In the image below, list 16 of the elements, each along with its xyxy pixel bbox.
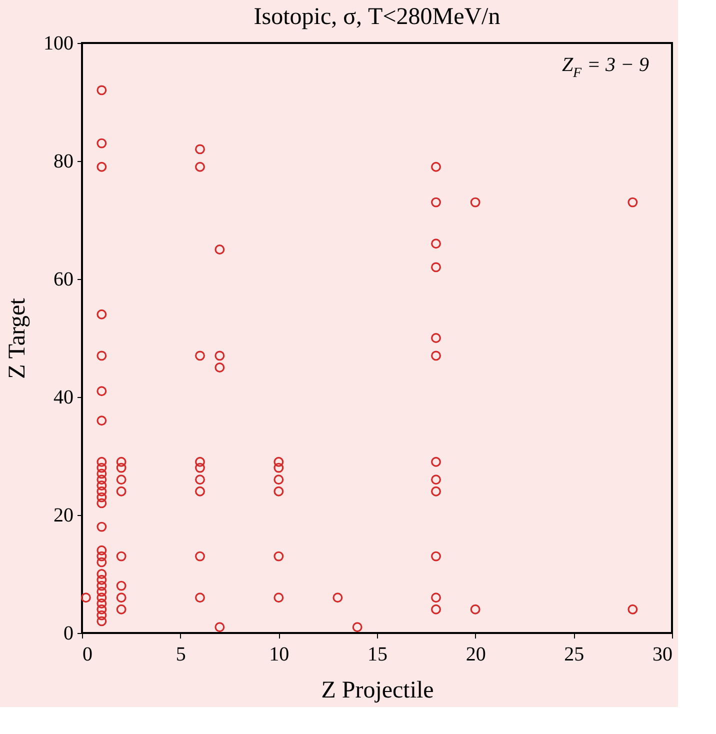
x-tick-label: 10 [269, 644, 290, 666]
x-tick-label: 5 [176, 644, 186, 666]
chart-title: Isotopic, σ, T<280MeV/n [254, 4, 500, 30]
y-tick-label: 100 [44, 32, 74, 54]
x-tick-label: 30 [652, 644, 672, 666]
y-tick-label: 80 [54, 150, 74, 172]
x-axis-title: Z Projectile [321, 678, 434, 704]
x-tick-label: 20 [466, 644, 486, 666]
y-tick-label: 20 [54, 504, 74, 526]
x-tick-label: 0 [82, 644, 92, 666]
x-tick-label: 25 [564, 644, 584, 666]
y-tick-label: 0 [64, 622, 74, 644]
y-axis-title: Z Target [4, 298, 30, 379]
y-tick-label: 40 [54, 386, 74, 408]
x-tick-label: 15 [368, 644, 388, 666]
y-tick-label: 60 [54, 268, 74, 290]
